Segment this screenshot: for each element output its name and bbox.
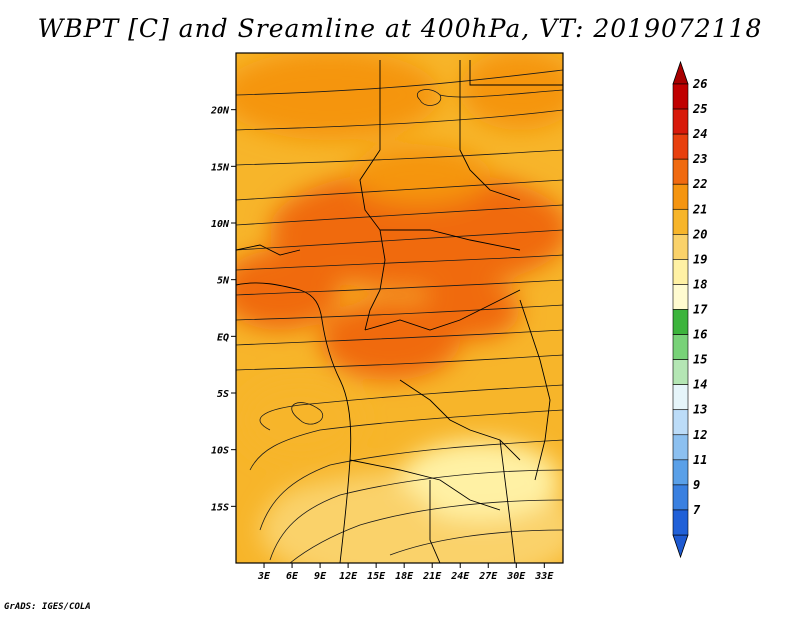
lon-label: 12E xyxy=(339,571,358,582)
lon-label: 30E xyxy=(506,571,526,582)
colorbar-swatch xyxy=(672,434,689,461)
lat-label: 10S xyxy=(211,446,229,457)
lat-label: EQ xyxy=(217,332,229,343)
colorbar-label: 26 xyxy=(692,77,707,91)
lat-label: 20N xyxy=(210,106,230,117)
colorbar-swatch xyxy=(672,459,689,486)
lon-label: 21E xyxy=(422,571,442,582)
colorbar-label: 25 xyxy=(692,102,707,116)
colorbar-label: 21 xyxy=(692,202,707,216)
colorbar-swatch xyxy=(672,484,689,511)
colorbar-label: 13 xyxy=(693,403,707,417)
chart-title: WBPT [C] and Sreamline at 400hPa, VT: 20… xyxy=(37,14,763,43)
colorbar-swatch xyxy=(672,108,689,135)
longitude-axis: 3E 6E 9E 12E 15E 18E 21E 24E 27E 30E 33E xyxy=(257,563,554,582)
lon-label: 24E xyxy=(450,571,470,582)
colorbar-label: 20 xyxy=(692,227,707,241)
lat-label: 5N xyxy=(217,276,230,287)
colorbar-swatch xyxy=(672,284,689,310)
lon-label: 6E xyxy=(286,571,299,582)
lon-label: 15E xyxy=(367,571,386,582)
credit-text: GrADS: IGES/COLA xyxy=(4,602,91,612)
latitude-axis: 20N 15N 10N 5N EQ 5S 10S 15S xyxy=(210,106,236,513)
colorbar-label: 19 xyxy=(693,252,707,266)
colorbar-swatch xyxy=(672,309,689,335)
colorbar-label: 15 xyxy=(693,353,707,367)
country-borders xyxy=(236,60,563,563)
lat-label: 15S xyxy=(211,502,229,513)
colorbar-label: 14 xyxy=(693,378,707,392)
lon-label: 18E xyxy=(395,571,414,582)
lon-label: 33E xyxy=(534,571,554,582)
lat-label: 15N xyxy=(211,162,230,173)
lon-label: 27E xyxy=(478,571,498,582)
lon-label: 9E xyxy=(314,571,327,582)
colorbar-swatch xyxy=(672,234,689,260)
colorbar-swatch xyxy=(672,183,689,210)
colorbar-label: 16 xyxy=(693,328,707,342)
lat-label: 10N xyxy=(211,219,230,230)
colorbar-swatch xyxy=(672,133,689,160)
colorbar-label: 22 xyxy=(692,177,707,191)
colorbar-swatch xyxy=(672,359,689,385)
colorbar-swatch xyxy=(672,83,689,110)
lon-label: 3E xyxy=(257,571,271,582)
colorbar-label: 24 xyxy=(692,127,707,141)
colorbar-top-arrow xyxy=(672,60,689,85)
colorbar-label: 18 xyxy=(693,277,707,291)
colorbar-label: 9 xyxy=(693,478,700,492)
colorbar: 26 25 24 23 22 21 20 19 18 17 16 15 14 13 12 11 9 7 xyxy=(672,60,708,559)
colorbar-swatch xyxy=(672,334,689,360)
colorbar-label: 11 xyxy=(693,453,707,467)
colorbar-swatch xyxy=(672,409,689,436)
map-frame xyxy=(235,52,564,564)
colorbar-swatch xyxy=(672,384,689,411)
colorbar-swatch xyxy=(672,259,689,285)
colorbar-swatch xyxy=(672,509,689,536)
colorbar-label: 12 xyxy=(693,428,707,442)
colorbar-label: 17 xyxy=(693,303,708,317)
colorbar-swatch xyxy=(672,158,689,185)
colorbar-bottom-arrow xyxy=(672,534,689,559)
lat-label: 5S xyxy=(217,389,229,400)
colorbar-label: 7 xyxy=(693,503,701,517)
colorbar-swatch xyxy=(672,208,689,235)
colorbar-label: 23 xyxy=(692,152,707,166)
